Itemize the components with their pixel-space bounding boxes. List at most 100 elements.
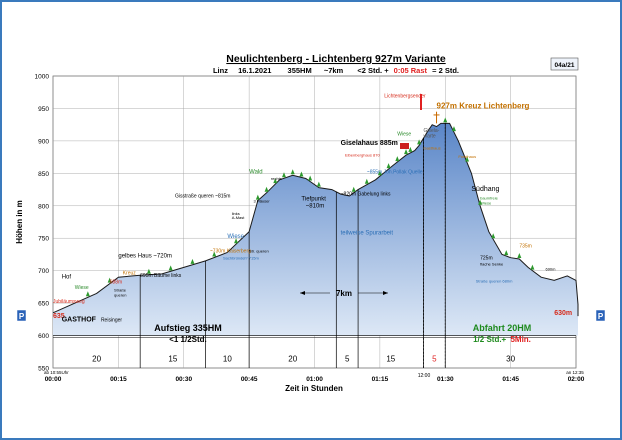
annotation-label: Eibenberghaus 870: [345, 152, 380, 157]
annotation-label: teilweise Spurarbeit: [341, 230, 394, 236]
subtitle-place: Linz: [213, 66, 228, 75]
tree-marker: [417, 139, 422, 145]
subtitle-hm: 355HM: [288, 66, 312, 75]
subtitle-time: <2 Std. +: [357, 66, 389, 75]
annotation-label: 630m: [554, 310, 572, 317]
x-tick-label: 02:00: [568, 376, 585, 383]
tree-marker: [351, 186, 356, 192]
tree-marker: [530, 264, 535, 270]
segment-lines: [139, 123, 446, 368]
tree-marker: [491, 233, 496, 239]
annotation-label: Gisela-: [423, 128, 439, 134]
descent-line1: Abfahrt 20HM: [473, 323, 532, 333]
annotation-label: baumfreie: [480, 195, 499, 200]
parking-label-start: P: [19, 312, 25, 321]
tree-marker: [255, 194, 260, 200]
annotation-label: Gasthaus: [423, 145, 440, 150]
tree-marker: [299, 171, 304, 177]
x-tick-label: 00:15: [110, 376, 127, 383]
annotation-label: Wiese: [75, 285, 89, 291]
x-tick-label: 01:45: [502, 376, 519, 383]
y-tick-label: 900: [38, 138, 49, 145]
annotation-label: Kreuz: [123, 271, 137, 277]
tree-marker: [146, 268, 151, 274]
tree-marker: [395, 156, 400, 162]
annotation-label: rechts: [271, 176, 282, 181]
x-axis-label: Zeit in Stunden: [285, 384, 343, 393]
rest-time-note: 12:00: [418, 373, 431, 379]
tree-marker: [234, 238, 239, 244]
annotation-label: ~730m Kaiserberg: [210, 248, 251, 254]
segment-duration-label: 5: [432, 355, 437, 364]
annotation-label: 725m: [480, 256, 493, 262]
annotation-label: Forsthaus: [458, 154, 476, 159]
annotation-label: 735m: [519, 243, 532, 249]
descent-line2-a: 1/2 Std.+: [473, 335, 506, 344]
annotation-label: Südhang: [471, 186, 499, 193]
bottom-band: 20 15 10 20 5 15 5 30: [53, 337, 576, 364]
x-tick-label: 01:15: [372, 376, 389, 383]
tree-marker: [451, 126, 456, 132]
profile-line: [52, 122, 579, 317]
ascent-line1: Aufstieg 335HM: [154, 323, 222, 333]
y-tick-label: 950: [38, 106, 49, 113]
annotation-label: A-Mast: [232, 215, 246, 220]
annotation-label: Sachbründel? 715m: [223, 256, 259, 261]
tree-marker: [168, 265, 173, 271]
subtitle-total: = 2 Std.: [432, 66, 459, 75]
descent-line2: 1/2 Std.+ 5Min.: [473, 335, 531, 344]
y-tick-label: 700: [38, 268, 49, 275]
start-time-note: ab 10:55Uhr: [44, 370, 69, 375]
annotation-label: Wald: [249, 169, 262, 175]
annotation-label: flache Senke: [480, 261, 504, 266]
badge-label: 04a/21: [555, 62, 575, 69]
y-axis-label: Höhen in m: [15, 200, 24, 244]
y-tick-label: 850: [38, 171, 49, 178]
tree-marker: [273, 178, 278, 184]
annotation-label: Wiese: [480, 200, 492, 205]
tree-marker: [308, 175, 313, 181]
annotation-label: Wiese: [227, 234, 244, 240]
annotation-label: Tiefpunkt: [301, 197, 326, 203]
annotation-label: Giselahaus 885m: [341, 140, 398, 147]
annotation-label: 695m Bäume links: [140, 273, 182, 279]
chart-subtitle: Linz 16.1.2021 355HM ~7km <2 Std. + 0:05…: [213, 66, 459, 75]
annotation-label: Jubiläumsweg: [53, 299, 85, 305]
descent-line2-b: 5Min.: [510, 335, 530, 344]
x-tick-label: 01:00: [306, 376, 323, 383]
tree-marker: [386, 163, 391, 169]
tree-marker: [478, 199, 483, 205]
annotation-label: Str. queren: [249, 248, 269, 253]
tree-marker: [85, 291, 90, 297]
distance-label: 7km: [336, 289, 352, 298]
segment-duration-label: 5: [345, 355, 350, 364]
distance-arrow: [300, 291, 388, 295]
y-tick-label: 800: [38, 203, 49, 210]
x-tick-label: 01:30: [437, 376, 454, 383]
annotation-label: 688m: [110, 280, 123, 286]
segment-duration-label: 20: [92, 355, 101, 364]
badge-box: [550, 57, 579, 71]
y-tick-label: 550: [38, 366, 49, 373]
tree-marker: [517, 252, 522, 258]
parking-label-end: P: [598, 312, 604, 321]
segment-duration-label: 15: [386, 355, 395, 364]
segment-duration-label: 20: [288, 355, 297, 364]
parking-icon-end: [595, 309, 606, 322]
annotation-label: 690m: [545, 267, 556, 272]
tree-marker: [377, 170, 382, 176]
annotation-label: Straße: [114, 287, 127, 292]
end-time-note: an 12:35: [566, 370, 584, 375]
annotation-label: Reisinger: [101, 317, 122, 323]
annotation-label: Wiese: [397, 132, 411, 138]
y-tick-label: 600: [38, 333, 49, 340]
annotation-label: GASTHOF: [62, 316, 97, 323]
annotation-label: ~810m: [306, 204, 325, 210]
annotation-label: queren: [114, 293, 126, 298]
x-tick-label: 00:30: [175, 376, 192, 383]
annotation-label: 635: [53, 313, 65, 320]
annotation-label: 3 Häuser: [253, 199, 270, 204]
profile-fill: [53, 123, 578, 336]
